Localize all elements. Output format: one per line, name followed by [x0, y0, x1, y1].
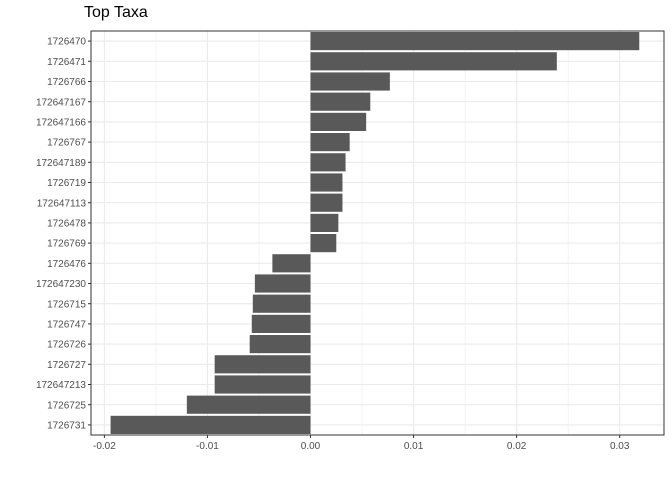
y-tick-label: 172647213	[36, 380, 86, 391]
bar-1726766	[310, 72, 390, 91]
bar-172647230	[254, 274, 311, 293]
x-tick-label: 0.00	[301, 441, 321, 452]
bar-172647189	[310, 153, 346, 172]
y-tick-label: 1726731	[47, 421, 86, 432]
y-tick-label: 1726470	[47, 37, 86, 48]
grid-layer	[91, 31, 664, 435]
x-tick-label: -0.02	[93, 441, 116, 452]
bar-1726726	[249, 335, 311, 354]
y-tick-label: 172647113	[37, 198, 87, 209]
bar-1726731	[110, 415, 311, 434]
bar-1726470	[310, 32, 640, 51]
x-axis: -0.02 -0.01 0.00 0.01 0.02 0.03	[93, 435, 630, 452]
y-tick-label: 1726476	[47, 259, 86, 270]
x-tick-label: 0.02	[507, 441, 527, 452]
y-tick-label: 1726726	[47, 340, 86, 351]
y-tick-label: 1726747	[47, 320, 86, 331]
y-tick-label: 1726769	[47, 239, 86, 250]
panel-border	[90, 30, 665, 436]
x-tick-label: -0.01	[196, 441, 219, 452]
y-axis: 1726470 1726471 1726766 172647167 172647166 1…	[36, 37, 91, 432]
bar-1726478	[310, 213, 339, 232]
y-tick-label: 1726471	[47, 57, 86, 68]
x-tick-label: 0.01	[404, 441, 424, 452]
bar-1726719	[310, 173, 343, 192]
y-tick-label: 1726725	[47, 400, 86, 411]
bar-1726725	[186, 395, 311, 414]
y-tick-label: 172647167	[36, 97, 86, 108]
y-tick-label: 172647189	[36, 158, 86, 169]
bar-1726715	[252, 294, 311, 313]
bar-1726769	[310, 234, 337, 253]
bar-layer	[110, 32, 640, 434]
bar-172647166	[310, 112, 367, 131]
bar-172647167	[310, 92, 371, 111]
chart-title: Top Taxa	[84, 4, 148, 21]
y-tick-label: 172647166	[36, 118, 86, 129]
bar-172647213	[214, 375, 311, 394]
y-tick-label: 1726719	[47, 178, 86, 189]
y-tick-label: 1726715	[47, 299, 86, 310]
panel-background	[91, 31, 664, 435]
y-tick-label: 1726478	[47, 219, 86, 230]
bar-1726767	[310, 133, 350, 152]
y-tick-label: 1726766	[47, 77, 86, 88]
y-tick-label: 1726727	[47, 360, 86, 371]
bar-1726471	[310, 52, 557, 71]
bar-172647113	[310, 193, 343, 212]
x-tick-label: 0.03	[610, 441, 630, 452]
y-tick-label: 172647230	[36, 279, 86, 290]
bar-1726727	[214, 355, 311, 374]
bar-1726747	[251, 314, 311, 333]
y-tick-label: 1726767	[47, 138, 86, 149]
bar-1726476	[272, 254, 311, 273]
